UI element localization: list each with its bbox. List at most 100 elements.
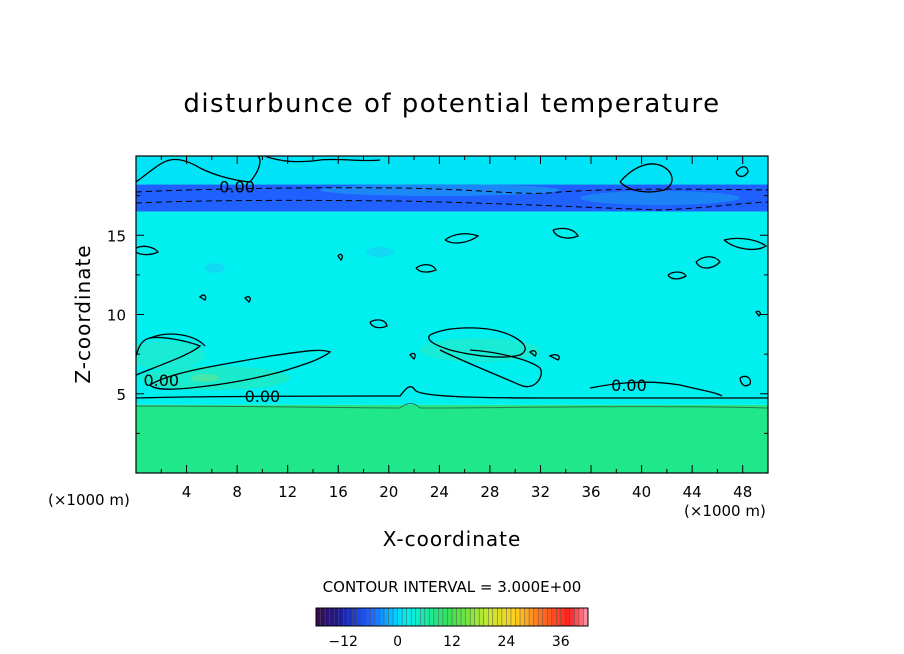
colorbar-segment	[415, 608, 421, 626]
colorbar-segment	[406, 608, 412, 626]
field-patch	[366, 247, 394, 257]
x-tick-label: 36	[581, 483, 600, 501]
colorbar-segments	[315, 607, 589, 627]
colorbar-segment	[361, 608, 366, 626]
colorbar-segment	[520, 608, 525, 626]
colorbar: −12 0 12 24 36	[315, 607, 589, 650]
colorbar-segment	[569, 608, 575, 626]
colorbar-segment	[492, 608, 498, 626]
colorbar-segment	[483, 608, 489, 626]
contour-interval-label: CONTOUR INTERVAL = 3.000E+00	[323, 578, 582, 596]
y-axis-label: Z-coordinate	[71, 244, 95, 383]
colorbar-segment	[474, 608, 480, 626]
colorbar-segment	[565, 608, 570, 626]
contour-line	[439, 349, 542, 388]
colorbar-segment	[488, 608, 493, 626]
contour-line	[149, 333, 206, 347]
colorbar-tick-label: 24	[497, 634, 515, 650]
colorbar-segment	[456, 608, 462, 626]
field-band	[136, 156, 768, 185]
contour-line	[198, 294, 207, 301]
colorbar-segment	[374, 608, 380, 626]
colorbar-segment	[334, 608, 339, 626]
colorbar-segment	[397, 608, 403, 626]
colorbar-segment	[452, 608, 457, 626]
field-patch	[205, 263, 225, 273]
colorbar-segment	[424, 608, 430, 626]
contour-line	[739, 375, 752, 387]
contour-line	[415, 264, 437, 273]
contour-line	[548, 354, 560, 361]
colorbar-ticks: −12 0 12 24 36	[328, 634, 569, 650]
colorbar-segment	[461, 608, 466, 626]
colorbar-segment	[583, 608, 588, 626]
field-patch	[580, 191, 740, 205]
x-tick-label: 4	[182, 483, 192, 501]
colorbar-segment	[370, 608, 375, 626]
colorbar-segment	[365, 608, 371, 626]
contour-line	[244, 296, 251, 303]
plot-area: 0.00 0.00 0.00 0.00	[136, 156, 768, 473]
colorbar-segment	[420, 608, 425, 626]
contour-line	[149, 349, 332, 390]
colorbar-segment	[465, 608, 471, 626]
x-tick-label: 32	[531, 483, 550, 501]
contour-line	[755, 310, 761, 317]
y-tick-label: 10	[107, 307, 126, 325]
y-tick-label: 5	[116, 386, 126, 404]
colorbar-segment	[411, 608, 416, 626]
colorbar-segment	[533, 608, 539, 626]
colorbar-segment	[574, 608, 579, 626]
field-patches	[136, 184, 740, 390]
x-tick-label: 40	[632, 483, 651, 501]
contour-line	[337, 253, 343, 262]
contour-line	[136, 336, 202, 376]
colorbar-segment	[379, 608, 384, 626]
chart-title: disturbunce of potential temperature	[183, 89, 720, 119]
x-unit-label-right: (×1000 m)	[684, 502, 766, 520]
colorbar-tick-label: 36	[552, 634, 570, 650]
colorbar-segment	[547, 608, 552, 626]
x-tick-label: 16	[329, 483, 348, 501]
field-patch	[320, 184, 560, 196]
contour-line	[589, 381, 723, 397]
contour-label: 0.00	[611, 376, 647, 395]
contour-line-dashed	[136, 187, 768, 194]
contour-line	[136, 245, 159, 256]
x-tick-label: 12	[278, 483, 297, 501]
contour-labels: 0.00 0.00 0.00 0.00	[143, 178, 646, 406]
colorbar-segment	[433, 608, 439, 626]
colorbar-segment	[338, 608, 344, 626]
colorbar-segment	[497, 608, 502, 626]
field-patch	[191, 374, 219, 382]
contour-line	[667, 271, 687, 280]
field-band	[136, 404, 768, 473]
colorbar-segment	[524, 608, 530, 626]
colorbar-segment	[515, 608, 520, 626]
contour-line	[723, 237, 768, 251]
field-patch	[420, 338, 540, 362]
contour-lines	[136, 156, 768, 399]
colorbar-segment	[356, 608, 362, 626]
colorbar-segment	[442, 608, 448, 626]
contour-line-dashed	[136, 199, 768, 211]
y-tick-label: 15	[107, 227, 126, 245]
x-axis-label: X-coordinate	[383, 527, 522, 551]
contour-label: 0.00	[219, 178, 255, 197]
contour-line	[264, 156, 381, 163]
field-patch	[136, 341, 205, 369]
contour-ground-line	[136, 403, 768, 409]
colorbar-tick-label: −12	[328, 634, 358, 650]
contour-line	[619, 163, 673, 193]
colorbar-segment	[402, 608, 407, 626]
colorbar-segment	[506, 608, 511, 626]
colorbar-segment	[501, 608, 507, 626]
contour-line	[136, 386, 768, 399]
x-tick-label: 20	[379, 483, 398, 501]
x-tick-label: 24	[430, 483, 449, 501]
colorbar-frame	[315, 607, 589, 627]
colorbar-segment	[316, 608, 321, 626]
colorbar-segment	[551, 608, 557, 626]
x-tick-label: 48	[733, 483, 752, 501]
colorbar-segment	[470, 608, 475, 626]
